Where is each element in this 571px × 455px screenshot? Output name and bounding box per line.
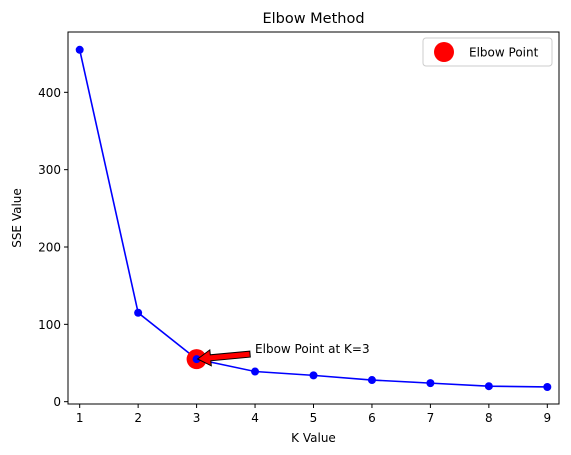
data-point	[251, 367, 260, 376]
legend: Elbow Point	[422, 37, 553, 67]
x-axis: 1 2 3 4 5 6 7 8 9	[76, 404, 551, 425]
y-tick-label: 300	[38, 163, 61, 177]
x-tick-label: 2	[134, 411, 142, 425]
annotation-arrow	[196, 348, 251, 367]
y-tick-label: 100	[38, 318, 61, 332]
annotation: Elbow Point at K=3	[196, 342, 370, 367]
x-tick-label: 9	[543, 411, 551, 425]
x-tick-label: 6	[368, 411, 376, 425]
legend-entry-elbow-point: Elbow Point	[469, 46, 539, 60]
y-axis: 0 100 200 300 400	[38, 86, 68, 409]
x-tick-label: 4	[251, 411, 259, 425]
y-tick-label: 200	[38, 241, 61, 255]
y-axis-label: SSE Value	[10, 188, 24, 248]
data-point	[426, 379, 435, 388]
x-tick-label: 7	[427, 411, 435, 425]
x-tick-label: 1	[76, 411, 84, 425]
plot-area	[75, 45, 552, 391]
legend-box	[422, 37, 553, 67]
chart-title: Elbow Method	[262, 11, 364, 27]
x-tick-label: 8	[485, 411, 493, 425]
legend-marker-elbow-point	[434, 42, 454, 62]
data-point	[484, 382, 493, 391]
data-point	[134, 308, 143, 317]
annotation-text: Elbow Point at K=3	[255, 342, 370, 356]
x-tick-label: 3	[193, 411, 201, 425]
data-point	[367, 376, 376, 385]
data-point	[309, 371, 318, 380]
x-tick-label: 5	[310, 411, 318, 425]
y-tick-label: 0	[53, 395, 61, 409]
series-line-0	[78, 49, 548, 388]
data-point	[75, 45, 84, 54]
y-tick-label: 400	[38, 86, 61, 100]
elbow-point-center	[192, 355, 201, 364]
x-axis-label: K Value	[291, 431, 336, 445]
data-point	[543, 382, 552, 391]
